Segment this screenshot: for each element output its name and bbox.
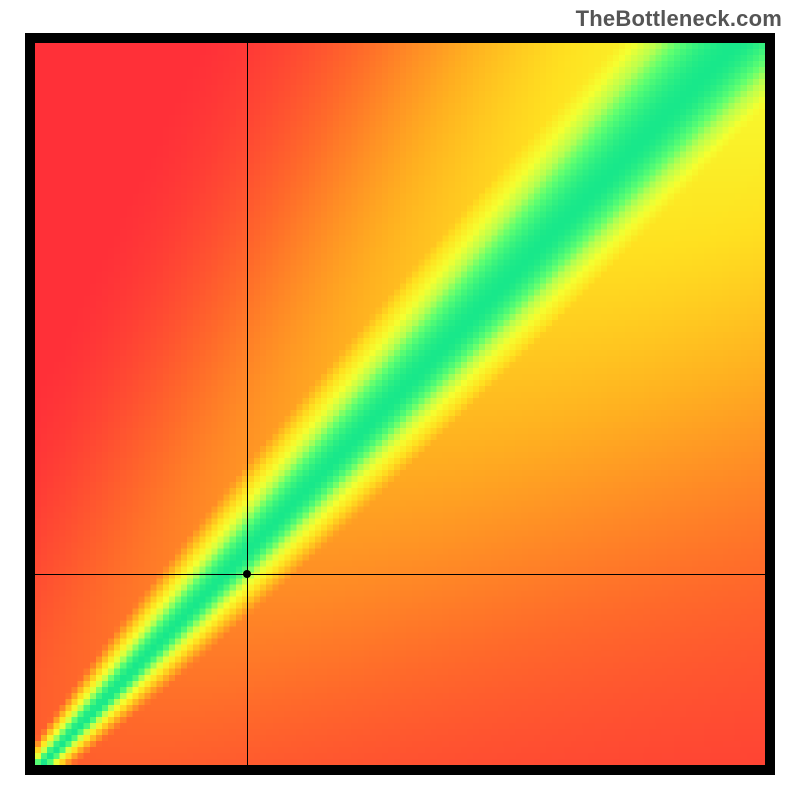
heatmap-canvas xyxy=(35,43,765,765)
crosshair-vertical xyxy=(247,43,248,765)
data-point xyxy=(243,570,251,578)
plot-area xyxy=(35,43,765,765)
plot-frame xyxy=(25,33,775,775)
watermark-text: TheBottleneck.com xyxy=(576,6,782,32)
crosshair-horizontal xyxy=(35,574,765,575)
root: TheBottleneck.com xyxy=(0,0,800,800)
